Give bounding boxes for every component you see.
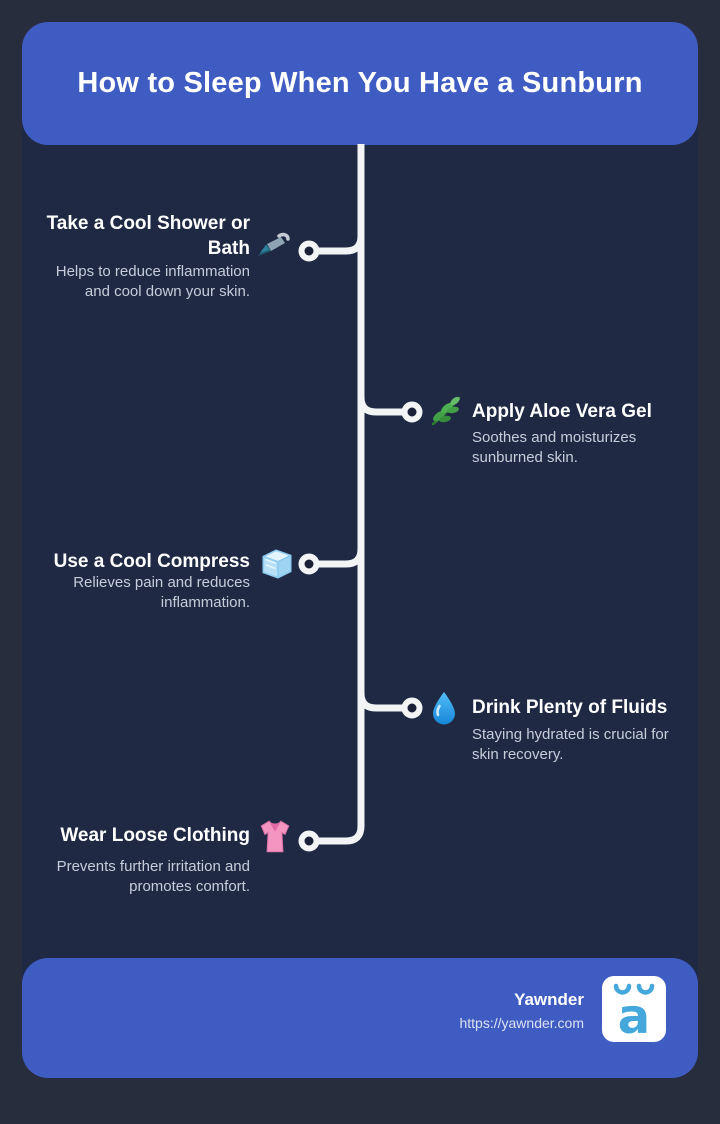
- herb-icon: [431, 396, 461, 426]
- step-title: Take a Cool Shower or Bath: [46, 213, 250, 259]
- ice-cube-icon: [262, 549, 292, 579]
- step-title: Apply Aloe Vera Gel: [472, 401, 652, 422]
- timeline-branch: [312, 548, 365, 568]
- step-description: Staying hydrated is crucial for skin rec…: [472, 726, 669, 763]
- yawnder-logo-mark: a: [613, 983, 655, 1042]
- step-description: Helps to reduce inflammation and cool do…: [55, 263, 250, 300]
- step-title: Wear Loose Clothing: [60, 825, 250, 846]
- yawnder-logo: a: [602, 976, 666, 1042]
- step-title: Use a Cool Compress: [53, 551, 250, 572]
- blouse-icon: [260, 820, 290, 853]
- timeline-node: [298, 830, 320, 852]
- header-banner: How to Sleep When You Have a Sunburn: [22, 22, 698, 145]
- timeline-branch: [357, 692, 410, 712]
- timeline-node: [298, 240, 320, 262]
- page-title: How to Sleep When You Have a Sunburn: [77, 67, 643, 99]
- timeline-node: [401, 401, 423, 423]
- step-description: Soothes and moisturizes sunburned skin.: [472, 429, 637, 466]
- timeline-branch: [357, 396, 410, 416]
- timeline-spine: [312, 144, 365, 845]
- timeline-branch: [312, 235, 365, 255]
- brand-url: https://yawnder.com: [459, 1015, 584, 1031]
- timeline-node: [298, 553, 320, 575]
- step-title: Drink Plenty of Fluids: [472, 697, 668, 718]
- shower-icon: [258, 232, 290, 256]
- timeline-node: [401, 697, 423, 719]
- step-description: Prevents further irritation and promotes…: [56, 858, 250, 895]
- step-description: Relieves pain and reduces inflammation.: [73, 574, 250, 611]
- footer-banner: [22, 958, 698, 1078]
- svg-text:a: a: [618, 989, 650, 1042]
- brand-name: Yawnder: [514, 990, 584, 1009]
- droplet-icon: [433, 692, 455, 725]
